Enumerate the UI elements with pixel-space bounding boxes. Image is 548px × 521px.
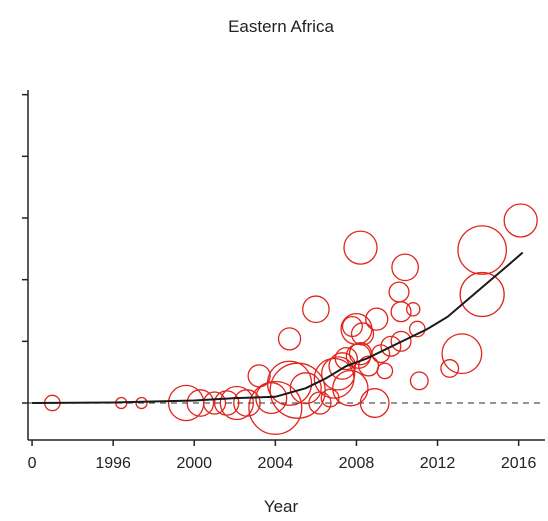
data-point	[440, 359, 460, 378]
data-point	[380, 335, 402, 357]
data-point	[390, 301, 412, 323]
x-tick-label: 2000	[176, 455, 212, 472]
data-point	[390, 330, 412, 352]
data-point	[343, 230, 378, 265]
data-point	[289, 372, 322, 405]
x-tick-label: 2008	[339, 455, 375, 472]
data-point	[459, 271, 505, 318]
data-point	[328, 352, 357, 380]
data-point	[350, 322, 375, 346]
data-point	[233, 389, 261, 417]
x-tick-label: 2012	[420, 455, 456, 472]
data-point	[135, 396, 148, 410]
data-point	[405, 302, 421, 317]
data-point	[391, 253, 419, 282]
x-tick-label: 1996	[95, 455, 131, 472]
data-point	[334, 346, 358, 371]
data-point	[321, 356, 356, 391]
data-point	[376, 362, 394, 380]
data-point	[332, 369, 369, 407]
data-point	[441, 333, 483, 375]
data-point	[408, 320, 426, 338]
data-point	[266, 360, 313, 406]
data-point	[358, 355, 380, 377]
x-tick-label: 0	[28, 455, 37, 472]
x-tick-label: 2004	[258, 455, 294, 472]
data-point	[248, 380, 303, 435]
data-point	[202, 391, 227, 415]
data-point	[359, 388, 390, 418]
data-point	[365, 307, 389, 331]
x-tick-label: 2016	[501, 455, 537, 472]
trend-line	[32, 251, 524, 404]
data-point	[388, 281, 410, 303]
data-point	[302, 295, 330, 324]
data-point	[219, 385, 254, 421]
x-axis-label: Year	[264, 497, 299, 516]
data-point	[340, 312, 373, 346]
chart-title: Eastern Africa	[228, 17, 334, 36]
data-point	[213, 390, 240, 416]
data-point	[457, 225, 507, 275]
data-point	[409, 371, 429, 391]
data-point	[503, 203, 538, 238]
data-point	[277, 327, 302, 351]
data-point	[186, 389, 215, 417]
data-point	[341, 315, 363, 338]
